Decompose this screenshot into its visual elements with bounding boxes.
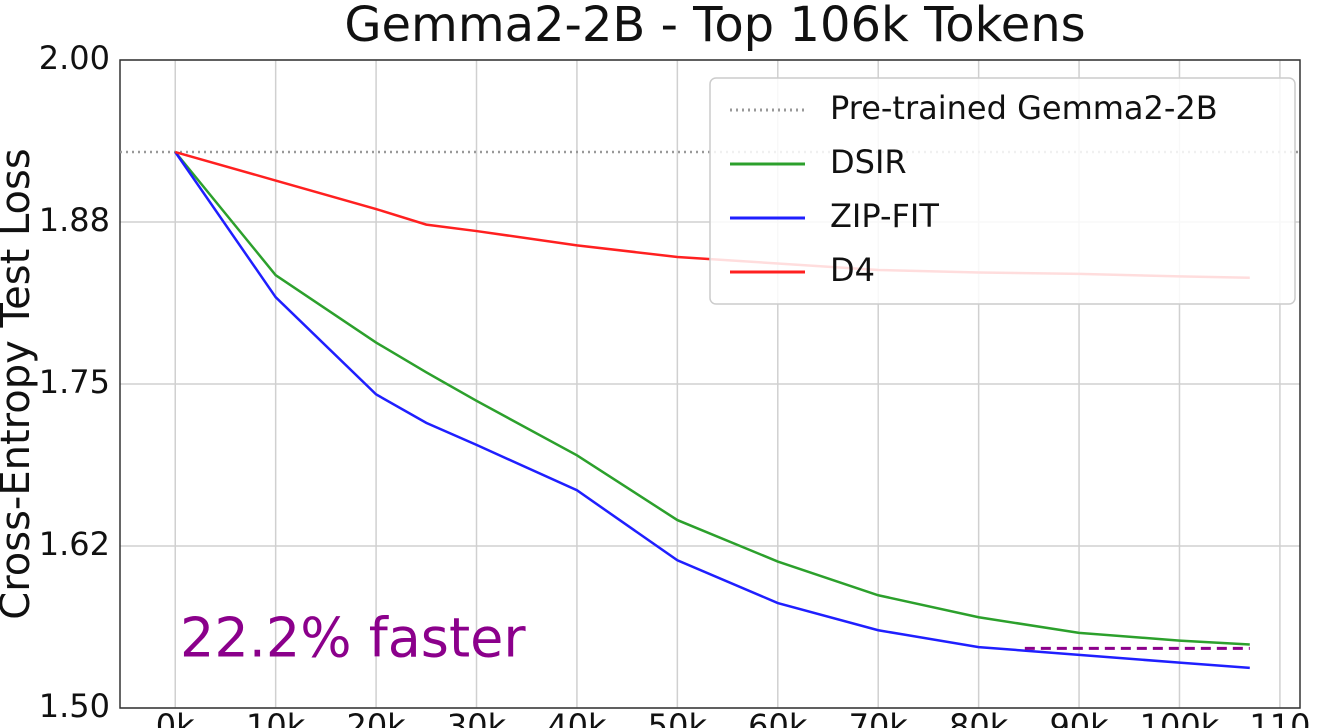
annotation: 22.2% faster — [180, 607, 526, 670]
x-tick-label: 30k — [447, 707, 507, 728]
x-tick-label: 60k — [748, 707, 808, 728]
series-line — [174, 151, 1250, 670]
y-tick-label: 1.62 — [39, 525, 110, 563]
x-tick-label: 80k — [949, 707, 1009, 728]
y-tick-label: 1.88 — [39, 201, 110, 239]
x-tick-label: 110 — [1249, 707, 1310, 728]
legend-label: DSIR — [830, 143, 907, 181]
y-tick-label: 1.75 — [39, 363, 110, 401]
legend-label: ZIP-FIT — [830, 197, 939, 235]
legend: Pre-trained Gemma2-2B DSIR ZIP-FIT D4 — [709, 77, 1296, 305]
legend-label: D4 — [830, 251, 875, 289]
x-tick-label: 70k — [849, 707, 909, 728]
x-tick-label: 90k — [1049, 707, 1109, 728]
legend-label: Pre-trained Gemma2-2B — [830, 89, 1218, 127]
legend-box — [709, 77, 1296, 305]
plot-frame — [119, 59, 1301, 709]
x-tick-label: 50k — [648, 707, 708, 728]
x-tick-label: 0k — [156, 707, 195, 728]
x-tick-label: 20k — [346, 707, 406, 728]
series-line — [174, 151, 1250, 646]
x-tick-label: 100k — [1140, 707, 1220, 728]
y-tick-label: 1.50 — [39, 687, 110, 725]
y-tick-label: 2.00 — [39, 39, 110, 77]
y-axis-label: Cross-Entropy Test Loss — [0, 148, 39, 619]
x-tick-label: 10k — [246, 707, 306, 728]
x-tick-label: 40k — [547, 707, 607, 728]
chart-title: Gemma2-2B - Top 106k Tokens — [344, 0, 1085, 53]
